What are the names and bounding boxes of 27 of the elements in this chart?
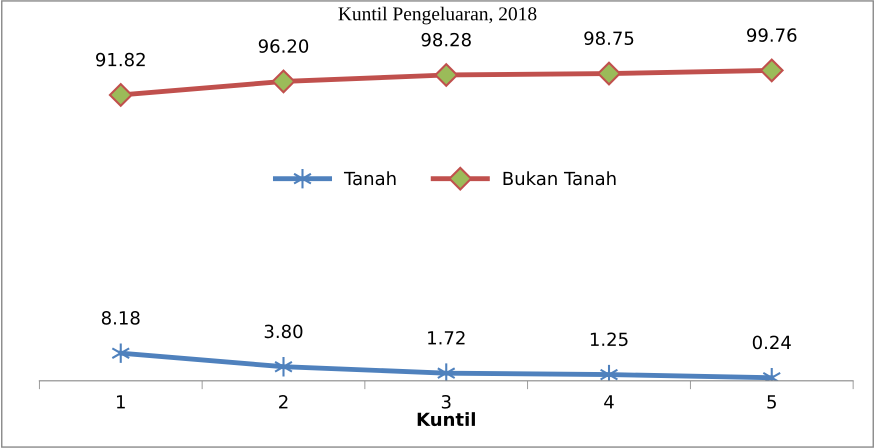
data-label: 99.76 [747, 28, 796, 42]
data-label: 8.18 [102, 311, 140, 325]
x-tick-label: 1 [116, 395, 125, 408]
x-tick-label: 5 [767, 395, 776, 409]
data-label: 1.72 [428, 331, 465, 344]
legend-label: Bukan Tanah [504, 171, 616, 186]
data-label: 96.20 [258, 39, 308, 53]
point [434, 63, 458, 87]
point [436, 362, 456, 381]
point [760, 58, 784, 82]
x-tick-label: 3 [442, 395, 451, 409]
data-label: 98.75 [584, 31, 634, 46]
chart-title: Kuntil Pengeluaran, 2018 [338, 6, 536, 24]
data-label: 0.24 [752, 336, 791, 350]
point [111, 342, 130, 364]
legend-label: Tanah [344, 171, 396, 186]
point [597, 62, 621, 86]
x-tick-label: 2 [279, 395, 288, 408]
x-axis-title: Kuntil [418, 412, 475, 426]
data-label: 98.28 [422, 32, 471, 46]
x-tick-label: 4 [604, 395, 614, 408]
data-label: 91.82 [96, 52, 145, 66]
data-label: 1.25 [590, 332, 628, 346]
point [272, 70, 296, 94]
data-label: 3.80 [264, 324, 302, 338]
point [108, 83, 133, 107]
point [274, 356, 293, 378]
